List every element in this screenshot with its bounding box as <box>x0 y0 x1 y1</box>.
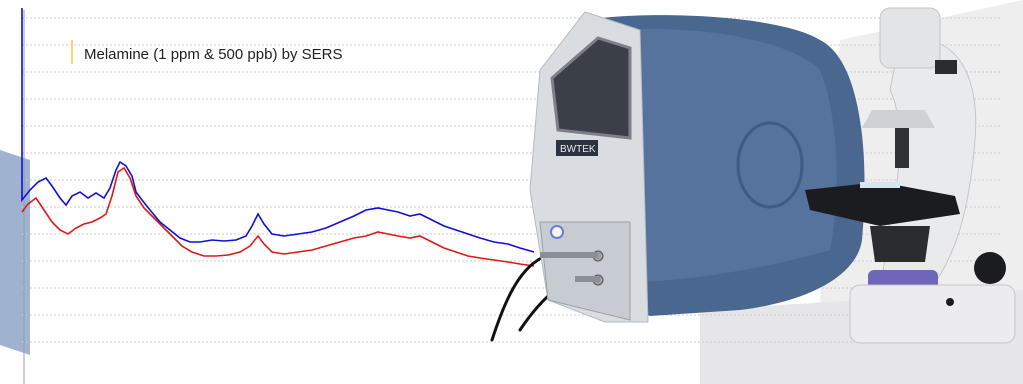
microscope-nosepiece <box>862 110 935 128</box>
microscope-stage <box>805 182 960 226</box>
microscope-condenser <box>870 226 930 262</box>
spectrum-1ppm-line <box>21 8 535 253</box>
microscope-base <box>849 284 1016 344</box>
caption-accent-bar <box>71 40 73 64</box>
left-blue-shape <box>0 150 30 355</box>
device-body-highlight <box>620 29 837 283</box>
figure-caption: Melamine (1 ppm & 500 ppb) by SERS <box>84 46 343 63</box>
spectrum-grid <box>22 17 1000 343</box>
device-logo-circle <box>736 121 804 209</box>
microscope-head-dark-band <box>935 60 957 74</box>
microscope-head <box>879 7 941 69</box>
microscope <box>805 7 1016 344</box>
focus-knob <box>974 252 1006 284</box>
microscope-slide <box>860 182 900 188</box>
brand-badge <box>556 140 598 156</box>
microscope-objective <box>895 128 909 168</box>
power-button <box>550 225 564 239</box>
device-lower-panel <box>539 221 631 321</box>
brand-text: BWTEK <box>560 144 596 155</box>
fiber-connector-2 <box>575 276 600 282</box>
base-switch <box>946 298 954 306</box>
device-screen <box>550 36 632 140</box>
spectrum-500ppb-line <box>21 166 535 267</box>
fiber-connector-1 <box>540 252 598 258</box>
spectrometer-device: BWTEK <box>529 11 865 323</box>
